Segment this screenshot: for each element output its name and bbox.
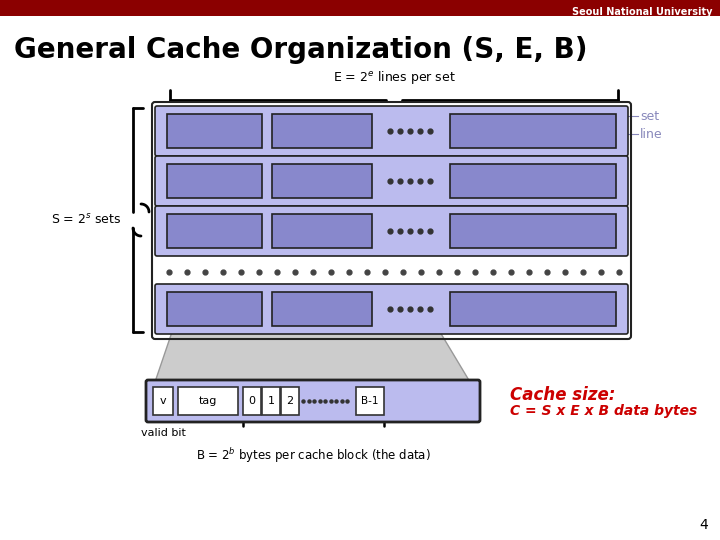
- Text: E = 2$^e$ lines per set: E = 2$^e$ lines per set: [333, 69, 455, 86]
- Text: B = 2$^b$ bytes per cache block (the data): B = 2$^b$ bytes per cache block (the dat…: [196, 446, 431, 465]
- Text: Cache size:: Cache size:: [510, 386, 616, 404]
- FancyBboxPatch shape: [167, 292, 262, 326]
- FancyBboxPatch shape: [243, 387, 261, 415]
- FancyBboxPatch shape: [450, 114, 616, 148]
- FancyBboxPatch shape: [450, 292, 616, 326]
- FancyBboxPatch shape: [356, 387, 384, 415]
- Text: v: v: [160, 396, 166, 406]
- FancyBboxPatch shape: [155, 284, 628, 334]
- FancyBboxPatch shape: [272, 114, 372, 148]
- Text: set: set: [640, 110, 659, 123]
- Text: S = 2$^s$ sets: S = 2$^s$ sets: [50, 213, 121, 227]
- Text: B-1: B-1: [361, 396, 378, 406]
- Text: 0: 0: [248, 396, 256, 406]
- Text: 2: 2: [287, 396, 294, 406]
- Bar: [0, 0, 720, 16]
- Polygon shape: [155, 332, 470, 382]
- FancyBboxPatch shape: [450, 164, 616, 198]
- Text: C = S x E x B data bytes: C = S x E x B data bytes: [510, 404, 697, 418]
- FancyBboxPatch shape: [262, 387, 280, 415]
- Text: valid bit: valid bit: [140, 428, 186, 438]
- Text: 4: 4: [699, 518, 708, 532]
- FancyBboxPatch shape: [167, 114, 262, 148]
- FancyBboxPatch shape: [450, 214, 616, 248]
- FancyBboxPatch shape: [146, 380, 480, 422]
- FancyBboxPatch shape: [167, 214, 262, 248]
- Text: line: line: [640, 127, 662, 140]
- FancyBboxPatch shape: [155, 206, 628, 256]
- Text: tag: tag: [199, 396, 217, 406]
- FancyBboxPatch shape: [155, 106, 628, 156]
- FancyBboxPatch shape: [155, 156, 628, 206]
- FancyBboxPatch shape: [153, 387, 173, 415]
- FancyBboxPatch shape: [272, 164, 372, 198]
- Text: 1: 1: [268, 396, 274, 406]
- FancyBboxPatch shape: [167, 164, 262, 198]
- FancyBboxPatch shape: [272, 214, 372, 248]
- Text: General Cache Organization (S, E, B): General Cache Organization (S, E, B): [14, 36, 588, 64]
- FancyBboxPatch shape: [178, 387, 238, 415]
- Text: Seoul National University: Seoul National University: [572, 7, 712, 17]
- FancyBboxPatch shape: [272, 292, 372, 326]
- FancyBboxPatch shape: [281, 387, 299, 415]
